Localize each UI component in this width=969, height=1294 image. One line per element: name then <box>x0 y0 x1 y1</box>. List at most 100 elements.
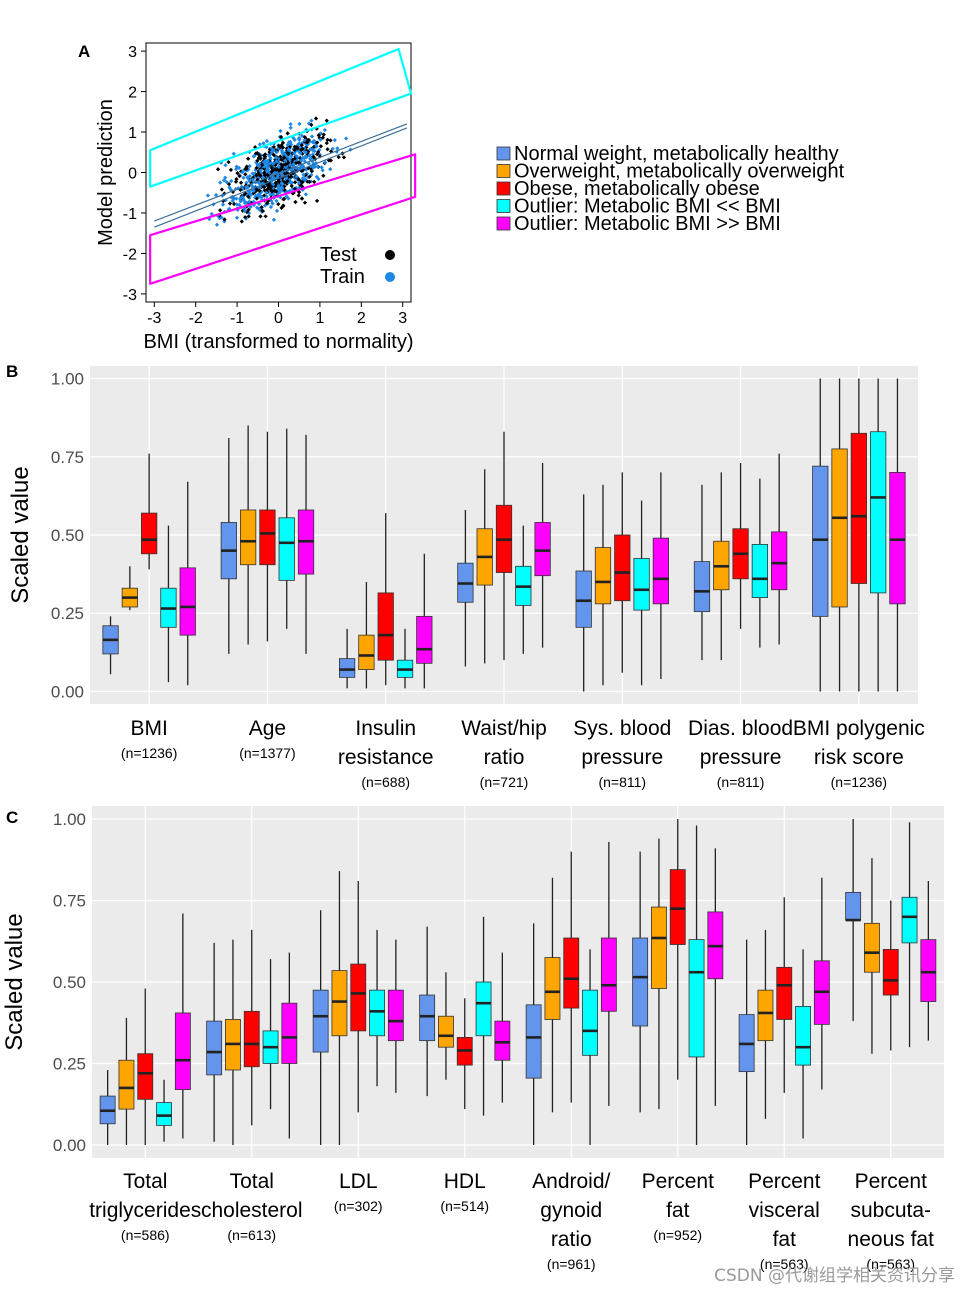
train-point <box>289 142 294 147</box>
test-point <box>281 203 286 208</box>
box <box>387 989 404 1042</box>
train-point <box>259 194 264 199</box>
box <box>563 937 580 1009</box>
test-point <box>311 154 316 159</box>
y-tick-label: 0.25 <box>51 604 84 623</box>
train-point <box>273 155 279 160</box>
category-label: Android/ <box>532 1170 610 1193</box>
train-point <box>294 154 299 159</box>
category-group <box>457 431 551 667</box>
train-point <box>332 138 337 143</box>
train-point <box>220 202 226 207</box>
box <box>845 891 862 921</box>
test-point <box>263 152 268 157</box>
category-n: (n=514) <box>440 1198 489 1214</box>
train-point <box>318 137 323 142</box>
train-point <box>315 164 320 169</box>
train-point <box>218 180 223 185</box>
train-point <box>261 141 266 146</box>
train-point <box>236 165 242 171</box>
box <box>377 592 394 661</box>
test-point <box>318 144 324 149</box>
y-tick-label: 1 <box>128 125 137 142</box>
test-point <box>265 172 270 178</box>
scatter-points <box>205 116 353 227</box>
box <box>632 937 649 1027</box>
category-label: Percent <box>642 1170 715 1193</box>
legend-label: Overweight, metabolically overweight <box>514 161 845 183</box>
scatter-legend-marker <box>385 250 395 260</box>
box <box>669 869 686 945</box>
category-label: Total <box>123 1170 167 1193</box>
category-label: gynoid <box>540 1199 602 1222</box>
regression-line <box>154 123 408 222</box>
box <box>831 448 848 608</box>
y-axis-title: Scaled value <box>1 913 28 1050</box>
test-point <box>328 138 333 143</box>
train-point <box>271 161 276 166</box>
y-tick-label: 3 <box>128 44 137 61</box>
train-point <box>319 165 324 170</box>
group-legend: Normal weight, metabolically healthyOver… <box>496 143 845 235</box>
category-label: Percent <box>855 1170 928 1193</box>
category-n: (n=688) <box>361 774 410 790</box>
train-point <box>264 138 270 144</box>
train-point <box>296 142 301 147</box>
category-n: (n=1236) <box>121 745 177 761</box>
box <box>475 981 492 1037</box>
test-point <box>341 155 347 160</box>
train-point <box>271 217 277 222</box>
test-point <box>263 214 268 219</box>
category-label: triglycerides <box>89 1199 201 1222</box>
scatter-legend-label: Train <box>320 266 365 288</box>
train-point <box>287 157 292 162</box>
train-point <box>241 197 246 203</box>
box <box>179 567 196 636</box>
legend-swatch <box>496 146 511 161</box>
box <box>651 906 667 989</box>
legend-swatch <box>496 181 511 196</box>
train-point <box>257 142 262 147</box>
box <box>757 989 774 1042</box>
x-tick-label: -3 <box>147 310 161 327</box>
train-point <box>258 168 263 173</box>
category-n: (n=302) <box>334 1198 383 1214</box>
train-point <box>274 208 280 213</box>
train-point <box>302 137 307 143</box>
box <box>338 658 356 678</box>
train-point <box>322 127 328 133</box>
train-point <box>307 153 312 158</box>
category-label: Waist/hip <box>461 717 547 740</box>
test-point <box>260 208 266 214</box>
legend-label: Normal weight, metabolically healthy <box>514 143 839 165</box>
category-group <box>525 841 617 1145</box>
train-point <box>265 168 270 173</box>
scatter-legend-marker <box>385 272 395 282</box>
box <box>174 1012 191 1090</box>
test-point <box>299 179 304 184</box>
train-point <box>249 192 254 197</box>
train-point <box>276 184 281 189</box>
train-point <box>328 166 333 172</box>
box <box>259 509 276 566</box>
test-point <box>305 140 310 145</box>
train-point <box>245 174 250 180</box>
train-point <box>286 147 291 152</box>
box <box>600 937 617 1012</box>
category-label: subcuta- <box>850 1199 931 1222</box>
train-point <box>297 150 302 155</box>
test-point <box>300 146 305 151</box>
category-n: (n=811) <box>598 774 646 790</box>
test-point <box>325 147 330 152</box>
train-point <box>262 164 267 169</box>
category-group <box>102 453 196 686</box>
test-point <box>285 179 290 184</box>
category-label: pressure <box>700 746 782 769</box>
test-point <box>314 198 320 203</box>
test-point <box>215 167 221 172</box>
train-point <box>285 142 290 147</box>
category-label: Percent <box>748 1170 821 1193</box>
train-point <box>265 158 270 164</box>
train-point <box>280 186 285 191</box>
category-group <box>419 916 511 1116</box>
